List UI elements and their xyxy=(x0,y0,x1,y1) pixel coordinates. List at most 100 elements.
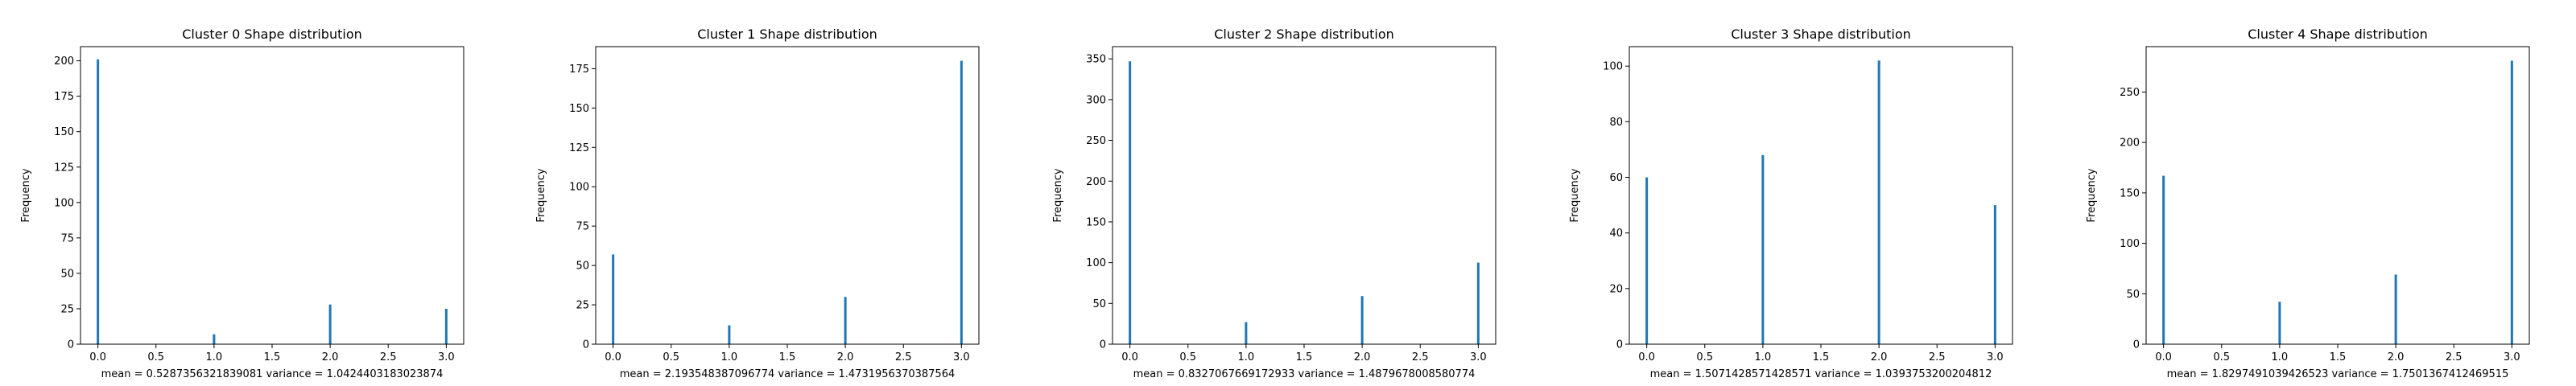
x-tick-label: 1.5 xyxy=(779,351,796,363)
bar xyxy=(1245,322,1248,344)
y-tick-label: 100 xyxy=(54,197,74,209)
bar xyxy=(1645,177,1649,344)
chart-panel-3: 0.0 0.5 1.0 1.5 2.0 2.5 3.0 0 20 40 60 80 100 Cluster… xyxy=(1569,27,2013,380)
y-tick-label: 150 xyxy=(2120,187,2140,199)
y-tick-label: 60 xyxy=(1609,172,1623,184)
x-tick-label: 1.5 xyxy=(1813,351,1830,363)
bar xyxy=(844,297,847,344)
x-tick-label: 2.5 xyxy=(1412,351,1429,363)
axes-frame xyxy=(1112,46,1496,345)
x-tick-label: 3.0 xyxy=(2504,351,2520,363)
y-tick-label: 250 xyxy=(1086,135,1106,147)
axes-frame xyxy=(595,46,980,345)
bar xyxy=(2162,175,2165,344)
x-tick-label: 3.0 xyxy=(438,351,455,363)
y-tick-label: 80 xyxy=(1609,117,1623,129)
y-tick-label: 50 xyxy=(576,261,589,273)
bar xyxy=(444,308,448,344)
chart-panel-4: 0.0 0.5 1.0 1.5 2.0 2.5 3.0 0 50 100 150 200 250 Clus… xyxy=(2086,27,2530,380)
x-tick-label: 2.0 xyxy=(1871,351,1888,363)
chart-title: Cluster 4 Shape distribution xyxy=(2248,27,2428,42)
bar xyxy=(728,325,731,344)
x-tick-label: 2.5 xyxy=(380,351,397,363)
y-axis-label: Frequency xyxy=(2086,168,2098,222)
x-tick-label: 1.0 xyxy=(206,351,223,363)
x-tick-label: 1.0 xyxy=(721,351,738,363)
y-tick-label: 175 xyxy=(54,91,74,103)
y-tick-label: 75 xyxy=(576,221,589,233)
y-tick-label: 150 xyxy=(1086,216,1106,228)
chart-panel-1: 0.0 0.5 1.0 1.5 2.0 2.5 3.0 0 25 50 75 100 125 150 175… xyxy=(535,27,980,380)
x-tick-label: 1.0 xyxy=(1238,351,1255,363)
bar xyxy=(213,334,216,344)
chart-title: Cluster 3 Shape distribution xyxy=(1731,27,1911,42)
y-tick-label: 125 xyxy=(54,162,74,174)
x-axis-stats-label: mean = 1.5071428571428571 variance = 1.0… xyxy=(1650,368,1992,380)
y-tick-label: 20 xyxy=(1609,283,1623,295)
chart-panel-0: 0.0 0.5 1.0 1.5 2.0 2.5 3.0 0 25 50 75 100 125 150 175… xyxy=(20,27,464,380)
y-tick-label: 75 xyxy=(60,232,74,244)
x-tick-label: 0.5 xyxy=(2213,351,2230,363)
x-axis-stats-label: mean = 0.5287356321839081 variance = 1.0… xyxy=(101,368,444,380)
x-tick-label: 0.0 xyxy=(1638,351,1655,363)
x-tick-label: 0.5 xyxy=(1696,351,1713,363)
y-tick-label: 25 xyxy=(60,303,74,315)
y-tick-label: 50 xyxy=(1092,298,1106,310)
bar xyxy=(1877,60,1880,344)
y-tick-label: 150 xyxy=(569,103,589,115)
x-axis-stats-label: mean = 0.8327067669172933 variance = 1.4… xyxy=(1133,368,1476,380)
y-tick-label: 50 xyxy=(2126,289,2140,301)
y-tick-label: 0 xyxy=(1100,339,1106,351)
bar xyxy=(612,254,615,344)
y-tick-label: 150 xyxy=(54,126,74,138)
x-tick-label: 2.5 xyxy=(1929,351,1946,363)
y-tick-label: 0 xyxy=(1616,339,1623,351)
x-tick-label: 1.5 xyxy=(1296,351,1313,363)
y-axis-label: Frequency xyxy=(20,168,32,222)
bar xyxy=(2510,60,2513,344)
x-tick-label: 0.0 xyxy=(605,351,621,363)
bar xyxy=(2394,274,2397,344)
x-tick-label: 0.0 xyxy=(89,351,106,363)
y-axis-label: Frequency xyxy=(1052,168,1064,222)
y-tick-label: 200 xyxy=(2120,138,2140,150)
bar xyxy=(1761,154,1765,344)
y-axis-label: Frequency xyxy=(1569,168,1581,222)
x-tick-label: 1.0 xyxy=(1755,351,1772,363)
bar xyxy=(328,304,332,344)
x-axis-stats-label: mean = 2.193548387096774 variance = 1.47… xyxy=(620,368,956,380)
x-tick-label: 0.5 xyxy=(147,351,164,363)
x-tick-label: 0.5 xyxy=(1179,351,1196,363)
chart-title: Cluster 0 Shape distribution xyxy=(182,27,362,42)
y-tick-label: 100 xyxy=(1086,257,1106,269)
x-tick-label: 1.5 xyxy=(2330,351,2347,363)
x-tick-label: 2.5 xyxy=(2446,351,2462,363)
y-tick-label: 125 xyxy=(569,142,589,154)
x-tick-label: 2.0 xyxy=(1354,351,1371,363)
axes-frame xyxy=(80,46,464,345)
x-axis-stats-label: mean = 1.8297491039426523 variance = 1.7… xyxy=(2167,368,2509,380)
x-tick-label: 2.0 xyxy=(2388,351,2405,363)
x-tick-label: 3.0 xyxy=(1987,351,2004,363)
chart-panel-2: 0.0 0.5 1.0 1.5 2.0 2.5 3.0 0 50 100 150 200 250 300 3… xyxy=(1052,27,1496,380)
x-tick-label: 0.5 xyxy=(663,351,679,363)
y-axis-label: Frequency xyxy=(535,168,547,222)
x-tick-label: 1.0 xyxy=(2272,351,2289,363)
chart-title: Cluster 2 Shape distribution xyxy=(1214,27,1394,42)
x-tick-label: 2.0 xyxy=(322,351,339,363)
x-tick-label: 3.0 xyxy=(953,351,970,363)
x-tick-label: 2.0 xyxy=(837,351,854,363)
y-tick-label: 50 xyxy=(60,268,74,280)
y-tick-label: 200 xyxy=(54,55,74,68)
y-tick-label: 0 xyxy=(68,339,74,351)
y-tick-label: 0 xyxy=(583,339,589,351)
y-tick-label: 0 xyxy=(2133,339,2140,351)
bar xyxy=(1129,61,1132,344)
y-tick-label: 200 xyxy=(1086,176,1106,188)
bar xyxy=(1993,205,1996,344)
y-tick-label: 40 xyxy=(1609,228,1623,240)
y-tick-label: 100 xyxy=(1603,61,1623,73)
y-tick-label: 100 xyxy=(2120,238,2140,250)
axes-frame xyxy=(1629,46,2013,345)
